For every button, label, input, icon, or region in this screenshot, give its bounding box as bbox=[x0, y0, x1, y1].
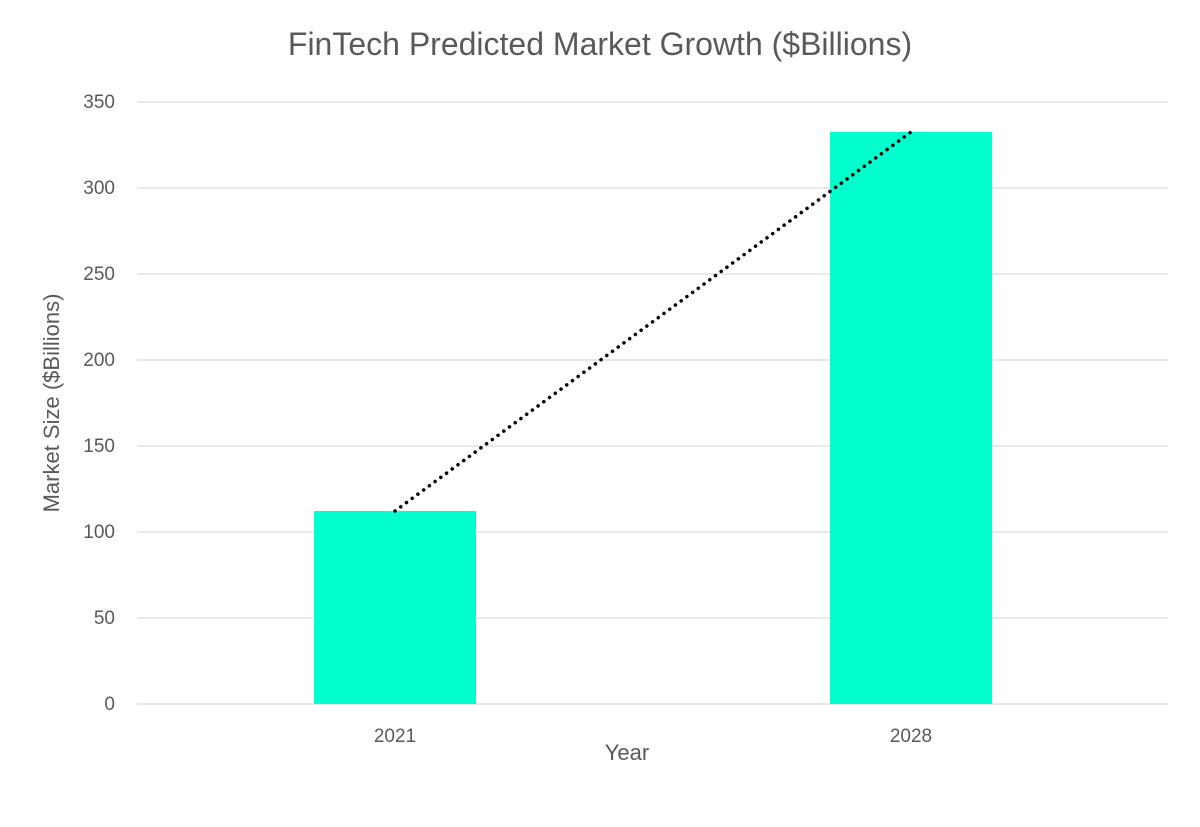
gridlines bbox=[137, 101, 1168, 705]
y-axis-label: Market Size ($Billions) bbox=[39, 293, 64, 513]
bar-2028 bbox=[830, 132, 992, 704]
x-axis-label: Year bbox=[604, 740, 650, 765]
ytick-150: 150 bbox=[83, 436, 115, 457]
bar-2021 bbox=[314, 511, 476, 704]
xtick-2028: 2028 bbox=[889, 726, 933, 747]
chart-title: FinTech Predicted Market Growth ($Billio… bbox=[287, 26, 913, 62]
xtick-2021: 2021 bbox=[373, 726, 417, 747]
trendline bbox=[393, 130, 913, 513]
ytick-250: 250 bbox=[83, 264, 115, 285]
ytick-200: 200 bbox=[83, 350, 115, 371]
ytick-50: 50 bbox=[93, 608, 115, 629]
ytick-0: 0 bbox=[104, 694, 115, 715]
ytick-100: 100 bbox=[83, 522, 115, 543]
ytick-350: 350 bbox=[83, 92, 115, 113]
ytick-300: 300 bbox=[83, 178, 115, 199]
